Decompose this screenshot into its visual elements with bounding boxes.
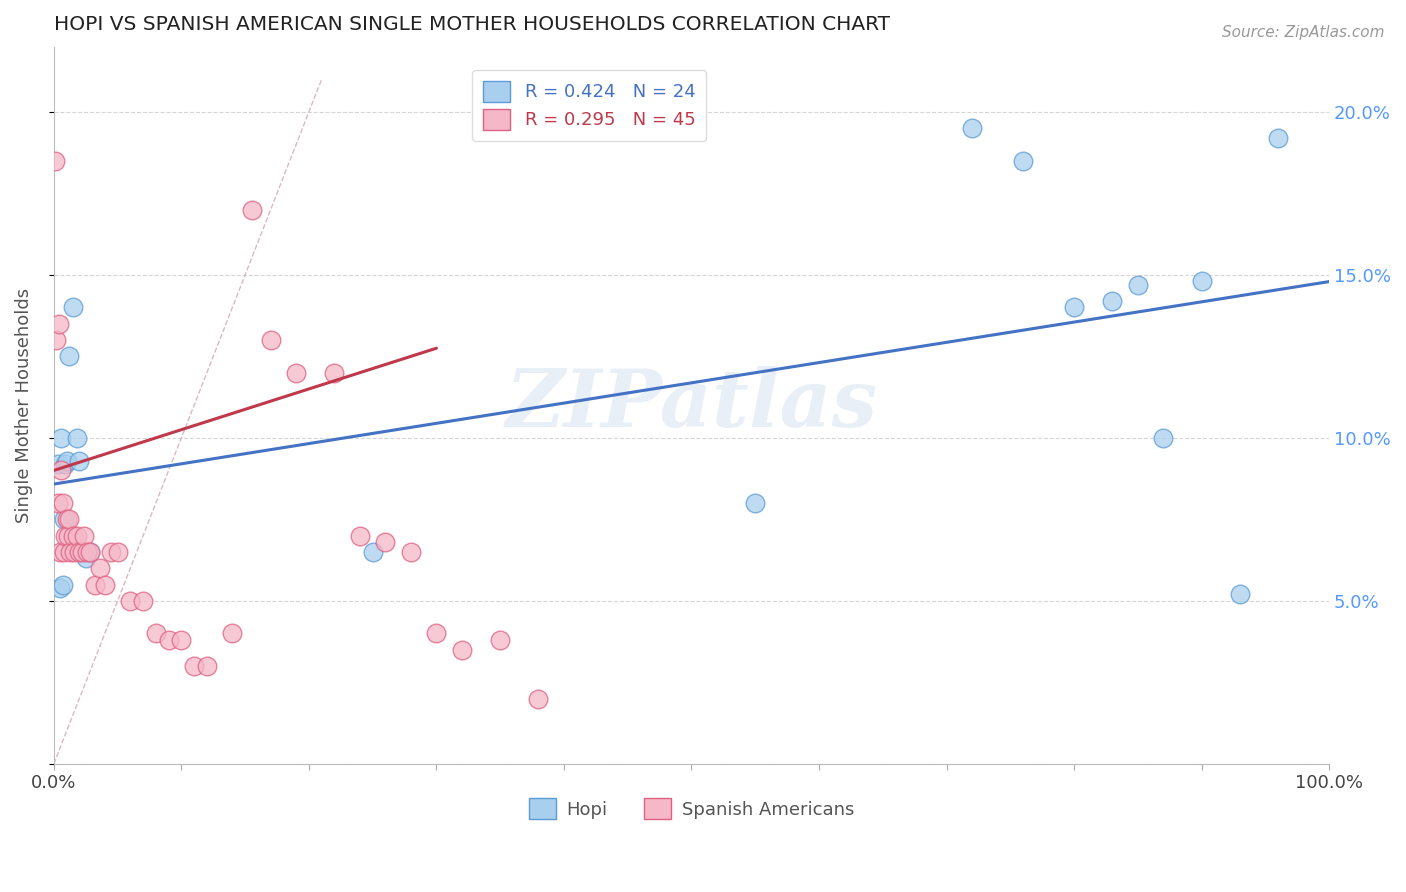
Point	[53, 512, 76, 526]
Point	[94, 577, 117, 591]
Point	[55, 512, 77, 526]
Point	[79, 545, 101, 559]
Point	[1101, 293, 1123, 308]
Point	[62, 528, 84, 542]
Point	[49, 545, 72, 559]
Point	[744, 496, 766, 510]
Point	[285, 366, 308, 380]
Point	[53, 457, 76, 471]
Point	[46, 496, 69, 510]
Point	[527, 691, 550, 706]
Point	[76, 545, 98, 559]
Point	[374, 535, 396, 549]
Point	[451, 642, 474, 657]
Point	[425, 626, 447, 640]
Point	[79, 545, 101, 559]
Point	[52, 496, 75, 510]
Text: Source: ZipAtlas.com: Source: ZipAtlas.com	[1222, 25, 1385, 40]
Point	[100, 545, 122, 559]
Point	[51, 431, 73, 445]
Point	[58, 349, 80, 363]
Point	[70, 545, 93, 559]
Legend: Hopi, Spanish Americans: Hopi, Spanish Americans	[522, 791, 862, 827]
Point	[52, 577, 75, 591]
Point	[49, 581, 72, 595]
Text: ZIPatlas: ZIPatlas	[505, 367, 877, 444]
Point	[399, 545, 422, 559]
Y-axis label: Single Mother Households: Single Mother Households	[15, 288, 32, 523]
Point	[55, 453, 77, 467]
Text: HOPI VS SPANISH AMERICAN SINGLE MOTHER HOUSEHOLDS CORRELATION CHART: HOPI VS SPANISH AMERICAN SINGLE MOTHER H…	[53, 15, 890, 34]
Point	[157, 632, 180, 647]
Point	[120, 594, 142, 608]
Point	[44, 153, 66, 168]
Point	[45, 333, 67, 347]
Point	[195, 659, 218, 673]
Point	[73, 528, 96, 542]
Point	[145, 626, 167, 640]
Point	[1267, 131, 1289, 145]
Point	[323, 366, 346, 380]
Point	[53, 528, 76, 542]
Point	[67, 545, 90, 559]
Point	[66, 528, 89, 542]
Point	[67, 453, 90, 467]
Point	[66, 431, 89, 445]
Point	[56, 528, 79, 542]
Point	[221, 626, 243, 640]
Point	[63, 545, 86, 559]
Point	[960, 121, 983, 136]
Point	[132, 594, 155, 608]
Point	[361, 545, 384, 559]
Point	[107, 545, 129, 559]
Point	[89, 561, 111, 575]
Point	[59, 545, 82, 559]
Point	[58, 512, 80, 526]
Point	[1229, 587, 1251, 601]
Point	[83, 577, 105, 591]
Point	[1012, 153, 1035, 168]
Point	[51, 463, 73, 477]
Point	[183, 659, 205, 673]
Point	[1152, 431, 1174, 445]
Point	[349, 528, 371, 542]
Point	[1191, 274, 1213, 288]
Point	[489, 632, 512, 647]
Point	[75, 551, 97, 566]
Point	[259, 333, 281, 347]
Point	[62, 301, 84, 315]
Point	[1063, 301, 1085, 315]
Point	[1126, 277, 1149, 292]
Point	[53, 545, 76, 559]
Point	[48, 317, 70, 331]
Point	[46, 457, 69, 471]
Point	[170, 632, 193, 647]
Point	[240, 202, 263, 217]
